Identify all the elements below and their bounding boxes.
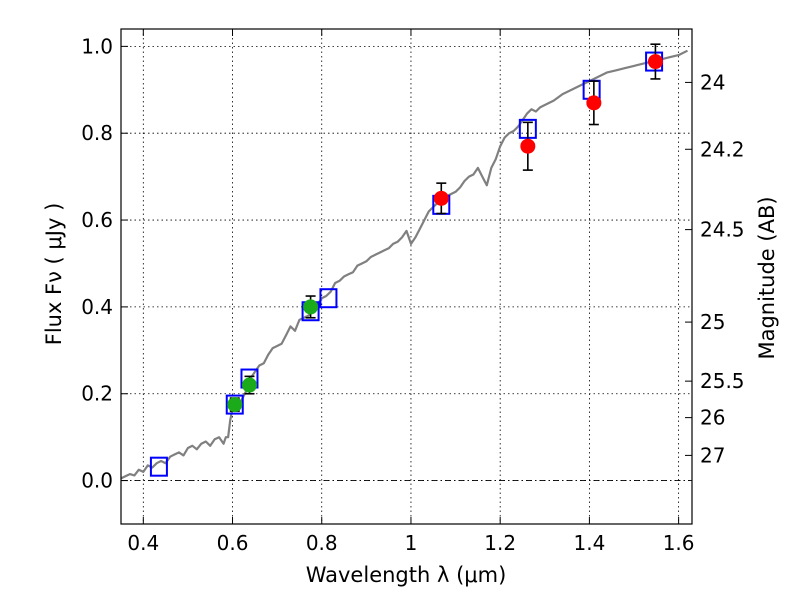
plot-frame: [120, 28, 693, 525]
y-tick-label: 1.0: [81, 34, 113, 58]
observed-nir-point: [586, 95, 602, 111]
observed-nir-point: [433, 190, 449, 206]
y-tick-label: 0.2: [81, 382, 113, 406]
magnitude-tick-label: 24.2: [700, 137, 745, 161]
y-tick-label: 0.6: [81, 208, 113, 232]
x-tick-label: 1: [405, 531, 418, 555]
x-tick-label: 0.4: [127, 531, 159, 555]
x-tick-label: 1.2: [484, 531, 516, 555]
y-tick-label: 0.0: [81, 469, 113, 493]
model-spectrum-line: [120, 49, 688, 480]
model-photometry-square: [225, 394, 244, 415]
data-markers: [149, 43, 664, 477]
y-tick-label: 0.8: [81, 121, 113, 145]
right-y-axis-label: Magnitude (AB): [755, 196, 779, 359]
model-photometry-square: [149, 456, 168, 477]
magnitude-tick-label: 25.5: [700, 369, 745, 393]
observed-optical-point: [241, 377, 257, 393]
x-tick-label: 0.8: [306, 531, 338, 555]
magnitude-tick-label: 25: [700, 310, 725, 334]
x-tick-label: 1.6: [663, 531, 695, 555]
observed-nir-point: [520, 138, 536, 154]
axis-ticks: 0.4 0.6 0.8 1 1.2 1.4 1.6 0.0 0.2 0.4 0.6 0.8 1.0 24 2…: [81, 29, 745, 555]
x-axis-label: Wavelength λ (μm): [306, 563, 507, 587]
magnitude-tick-label: 27: [700, 443, 725, 467]
y-tick-label: 0.4: [81, 295, 113, 319]
grid-lines: [121, 29, 692, 524]
x-tick-label: 1.4: [573, 531, 605, 555]
magnitude-tick-label: 26: [700, 406, 725, 430]
magnitude-tick-label: 24.5: [700, 218, 745, 242]
model-photometry-square: [319, 288, 338, 309]
observed-nir-point: [647, 54, 663, 70]
observed-optical-point: [303, 299, 319, 315]
observed-optical-point: [227, 397, 243, 413]
y-axis-label: Flux Fν ( μJy ): [42, 203, 66, 346]
magnitude-tick-label: 24: [700, 70, 725, 94]
x-tick-label: 0.6: [217, 531, 249, 555]
